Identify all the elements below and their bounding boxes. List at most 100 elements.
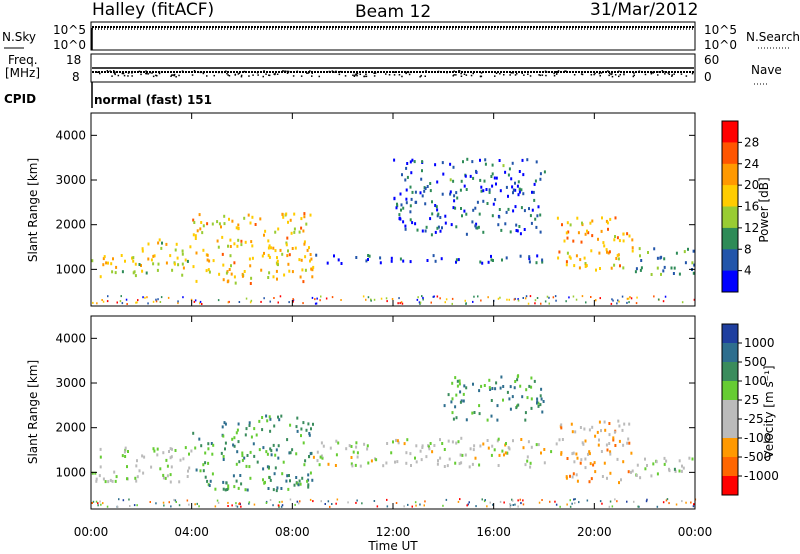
echo-cell (277, 504, 280, 507)
nave-point (608, 74, 610, 77)
echo-cell (324, 503, 326, 505)
echo-cell (309, 259, 311, 263)
nave-point (557, 70, 560, 72)
nave-point (553, 72, 555, 75)
echo-cell (399, 257, 402, 261)
echo-cell (236, 244, 239, 248)
echo-cell (240, 239, 243, 243)
echo-cell (296, 416, 299, 420)
echo-cell (539, 177, 542, 181)
echo-cell (424, 187, 427, 190)
echo-cell (480, 299, 482, 302)
echo-cell (506, 390, 509, 394)
echo-cell (382, 464, 385, 468)
echo-cell (309, 471, 312, 475)
echo-cell (514, 188, 517, 192)
echo-cell (481, 498, 483, 501)
echo-cell (224, 488, 227, 492)
echo-cell (486, 439, 489, 442)
echo-cell (657, 298, 660, 301)
echo-cell (184, 446, 187, 450)
echo-cell (507, 207, 510, 211)
echo-cell (182, 266, 185, 270)
echo-cell (480, 189, 483, 193)
echo-cell (459, 390, 462, 394)
echo-cell (449, 178, 452, 182)
echo-cell (456, 196, 459, 200)
echo-cell (367, 254, 370, 257)
echo-cell (224, 447, 226, 451)
echo-cell (518, 170, 521, 173)
echo-cell (276, 277, 278, 281)
echo-cell (253, 454, 256, 458)
echo-cell (165, 458, 168, 462)
echo-cell (173, 498, 175, 501)
nave-point (114, 72, 116, 74)
echo-cell (237, 223, 240, 227)
echo-cell (519, 232, 522, 236)
nave-point (353, 75, 356, 77)
echo-cell (229, 245, 232, 248)
echo-cell (501, 258, 503, 262)
echo-cell (675, 251, 678, 255)
echo-cell (655, 460, 658, 464)
echo-cell (268, 476, 271, 479)
echo-cell (446, 464, 449, 468)
echo-cell (489, 501, 491, 504)
echo-cell (116, 301, 118, 304)
nave-tick-bottom: 0 (704, 70, 712, 84)
echo-cell (605, 248, 608, 252)
nave-point (394, 71, 396, 73)
echo-cell (492, 503, 494, 506)
echo-cell (325, 297, 328, 300)
echo-cell (300, 434, 302, 438)
echo-cell (272, 443, 275, 447)
echo-cell (91, 471, 94, 475)
echo-cell (441, 161, 444, 165)
nave-point (318, 75, 320, 78)
echo-cell (204, 451, 207, 455)
echo-cell (212, 443, 215, 447)
echo-cell (245, 464, 248, 468)
nave-point (529, 75, 532, 77)
x-tick-label: 20:00 (577, 525, 612, 539)
nave-point (238, 72, 241, 74)
echo-cell (173, 262, 176, 266)
echo-cell (132, 259, 135, 263)
echo-cell (520, 502, 522, 505)
echo-cell (272, 275, 275, 279)
nave-point (113, 71, 115, 74)
echo-cell (409, 210, 412, 214)
echo-cell (678, 459, 681, 463)
echo-cell (301, 268, 304, 272)
echo-cell (92, 500, 95, 503)
echo-cell (455, 258, 458, 262)
echo-cell (400, 301, 403, 304)
echo-cell (315, 253, 318, 257)
echo-cell (312, 422, 314, 426)
nave-point (538, 74, 540, 76)
echo-cell (273, 472, 276, 476)
echo-cell (627, 437, 630, 441)
echo-cell (226, 280, 229, 284)
echo-cell (227, 484, 230, 488)
echo-cell (356, 455, 359, 459)
echo-cell (174, 449, 177, 452)
echo-cell (619, 264, 621, 268)
echo-cell (437, 459, 439, 463)
nave-point (593, 73, 595, 76)
echo-cell (424, 500, 426, 503)
nave-point (106, 70, 109, 72)
echo-cell (355, 501, 357, 504)
echo-cell (162, 501, 165, 504)
echo-cell (288, 451, 291, 455)
echo-cell (517, 298, 519, 301)
echo-cell (525, 295, 528, 298)
echo-cell (509, 385, 512, 389)
echo-cell (431, 212, 434, 216)
echo-cell (495, 176, 498, 180)
nave-point (257, 74, 259, 76)
echo-cell (534, 217, 537, 221)
nave-point (407, 71, 410, 74)
